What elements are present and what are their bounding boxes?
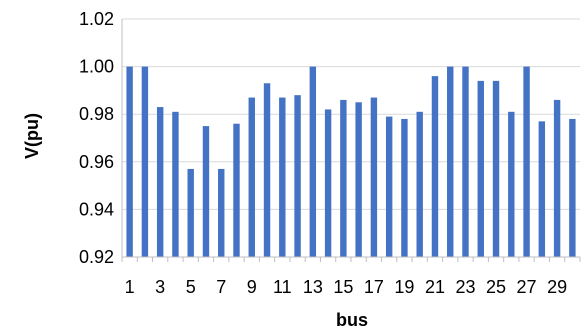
axes xyxy=(121,19,581,262)
x-tick-label: 15 xyxy=(333,277,353,297)
bar-bus-26 xyxy=(508,111,515,257)
bar-bus-24 xyxy=(477,80,484,257)
x-axis-title: bus xyxy=(336,310,368,330)
x-tick-label: 17 xyxy=(364,277,384,297)
x-tick-label: 21 xyxy=(425,277,445,297)
x-tick-label: 5 xyxy=(186,277,196,297)
y-tick-label: 1.02 xyxy=(79,9,114,29)
bars xyxy=(126,66,576,258)
bar-bus-5 xyxy=(187,168,194,257)
bar-bus-4 xyxy=(172,111,179,257)
y-tick-label: 0.94 xyxy=(79,199,114,219)
bar-bus-21 xyxy=(431,76,439,258)
bar-bus-28 xyxy=(538,121,546,257)
bar-bus-25 xyxy=(492,80,500,257)
x-tick-label: 27 xyxy=(517,277,537,297)
bar-bus-20 xyxy=(416,111,423,257)
x-tick-label: 9 xyxy=(247,277,257,297)
y-axis-title: V(pu) xyxy=(22,113,42,159)
bar-bus-2 xyxy=(141,66,149,257)
bar-bus-18 xyxy=(385,116,393,257)
bar-bus-8 xyxy=(233,123,240,257)
y-tick-label: 0.96 xyxy=(79,152,114,172)
bar-bus-12 xyxy=(294,95,301,257)
bar-bus-23 xyxy=(462,66,469,257)
y-tick-label: 0.92 xyxy=(79,247,114,267)
y-tick-label: 0.98 xyxy=(79,104,114,124)
x-tick-label: 13 xyxy=(303,277,323,297)
bar-bus-19 xyxy=(401,118,408,258)
tick-labels: 0.920.940.960.981.001.021 3 5 7 9 11 13 15 17 19 2… xyxy=(79,9,567,297)
bar-bus-11 xyxy=(279,97,286,257)
x-tick-label: 3 xyxy=(155,277,165,297)
y-tick-label: 1.00 xyxy=(79,57,114,77)
x-tick-label: 7 xyxy=(216,277,226,297)
bar-bus-29 xyxy=(553,99,561,257)
x-tick-label: 23 xyxy=(455,277,475,297)
bar-bus-1 xyxy=(126,66,133,257)
bar-bus-30 xyxy=(569,118,576,258)
bar-bus-7 xyxy=(218,168,225,257)
bar-bus-16 xyxy=(355,102,362,257)
x-tick-label: 1 xyxy=(125,277,135,297)
bar-bus-9 xyxy=(248,97,255,257)
bar-bus-27 xyxy=(523,66,530,257)
x-tick-label: 25 xyxy=(486,277,506,297)
bar-bus-15 xyxy=(340,99,347,257)
bar-bus-10 xyxy=(263,83,271,257)
bar-bus-22 xyxy=(447,66,454,257)
bar-bus-3 xyxy=(156,107,164,257)
bar-bus-6 xyxy=(202,126,210,257)
x-tick-label: 19 xyxy=(394,277,414,297)
bar-bus-13 xyxy=(309,66,317,257)
bar-bus-14 xyxy=(324,109,332,257)
bar-bus-17 xyxy=(370,97,378,257)
x-tick-label: 29 xyxy=(547,277,567,297)
x-tick-label: 11 xyxy=(273,277,292,297)
